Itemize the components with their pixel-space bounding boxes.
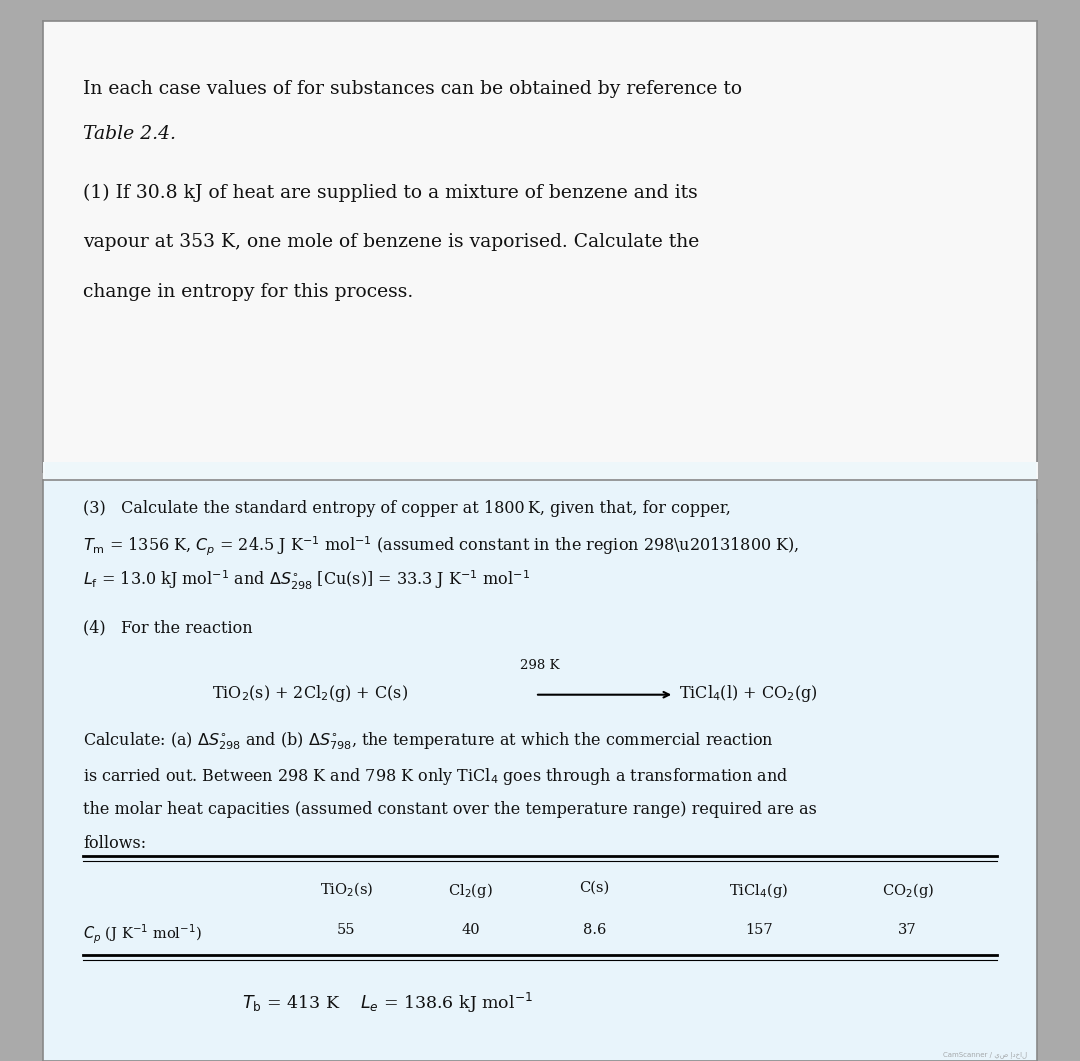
Text: vapour at 353 K, one mole of benzene is vaporised. Calculate the: vapour at 353 K, one mole of benzene is … — [83, 233, 699, 251]
Text: 298 K: 298 K — [521, 659, 559, 672]
Text: CamScanner / يص إدخال: CamScanner / يص إدخال — [943, 1051, 1027, 1058]
Text: $L_{\rm f}$ = 13.0 kJ mol$^{-1}$ and $\Delta S^{\circ}_{298}$ [Cu(s)] = 33.3 J K: $L_{\rm f}$ = 13.0 kJ mol$^{-1}$ and $\D… — [83, 569, 530, 592]
Text: (4)   For the reaction: (4) For the reaction — [83, 620, 253, 637]
Text: follows:: follows: — [83, 835, 146, 852]
Text: $T_{\rm m}$ = 1356 K, $C_p$ = 24.5 J K$^{-1}$ mol$^{-1}$ (assumed constant in th: $T_{\rm m}$ = 1356 K, $C_p$ = 24.5 J K$^… — [83, 535, 799, 558]
Text: In each case values of for substances can be obtained by reference to: In each case values of for substances ca… — [83, 80, 742, 98]
Text: Table 2.4.: Table 2.4. — [83, 125, 176, 143]
Text: change in entropy for this process.: change in entropy for this process. — [83, 282, 414, 300]
Text: 40: 40 — [461, 923, 480, 937]
Text: CO$_2$(g): CO$_2$(g) — [881, 881, 933, 900]
Text: TiO$_2$(s): TiO$_2$(s) — [320, 881, 373, 899]
Text: is carried out. Between 298 K and 798 K only TiCl$_4$ goes through a transformat: is carried out. Between 298 K and 798 K … — [83, 766, 788, 786]
Text: Cl$_2$(g): Cl$_2$(g) — [448, 881, 492, 900]
Text: TiO$_2$(s) + 2Cl$_2$(g) + C(s): TiO$_2$(s) + 2Cl$_2$(g) + C(s) — [212, 683, 408, 705]
Text: (1) If 30.8 kJ of heat are supplied to a mixture of benzene and its: (1) If 30.8 kJ of heat are supplied to a… — [83, 184, 698, 202]
Text: TiCl$_4$(g): TiCl$_4$(g) — [729, 881, 788, 900]
Text: TiCl$_4$(l) + CO$_2$(g): TiCl$_4$(l) + CO$_2$(g) — [679, 683, 818, 705]
Text: $C_p$ (J K$^{-1}$ mol$^{-1}$): $C_p$ (J K$^{-1}$ mol$^{-1}$) — [83, 923, 202, 946]
Text: the molar heat capacities (assumed constant over the temperature range) required: the molar heat capacities (assumed const… — [83, 800, 816, 818]
Text: (3)   Calculate the standard entropy of copper at 1800 K, given that, for copper: (3) Calculate the standard entropy of co… — [83, 500, 731, 517]
Text: $T_{\rm b}$ = 413 K    $L_e$ = 138.6 kJ mol$^{-1}$: $T_{\rm b}$ = 413 K $L_e$ = 138.6 kJ mol… — [242, 991, 532, 1015]
Text: 55: 55 — [337, 923, 355, 937]
Text: C(s): C(s) — [580, 881, 610, 894]
Text: 37: 37 — [899, 923, 917, 937]
Text: 8.6: 8.6 — [583, 923, 606, 937]
Text: 157: 157 — [745, 923, 772, 937]
Text: CamScanner / يص إدخال: CamScanner / يص إدخال — [943, 460, 1027, 468]
Text: Calculate: (a) $\Delta S^{\circ}_{298}$ and (b) $\Delta S^{\circ}_{798}$, the te: Calculate: (a) $\Delta S^{\circ}_{298}$ … — [83, 731, 773, 752]
